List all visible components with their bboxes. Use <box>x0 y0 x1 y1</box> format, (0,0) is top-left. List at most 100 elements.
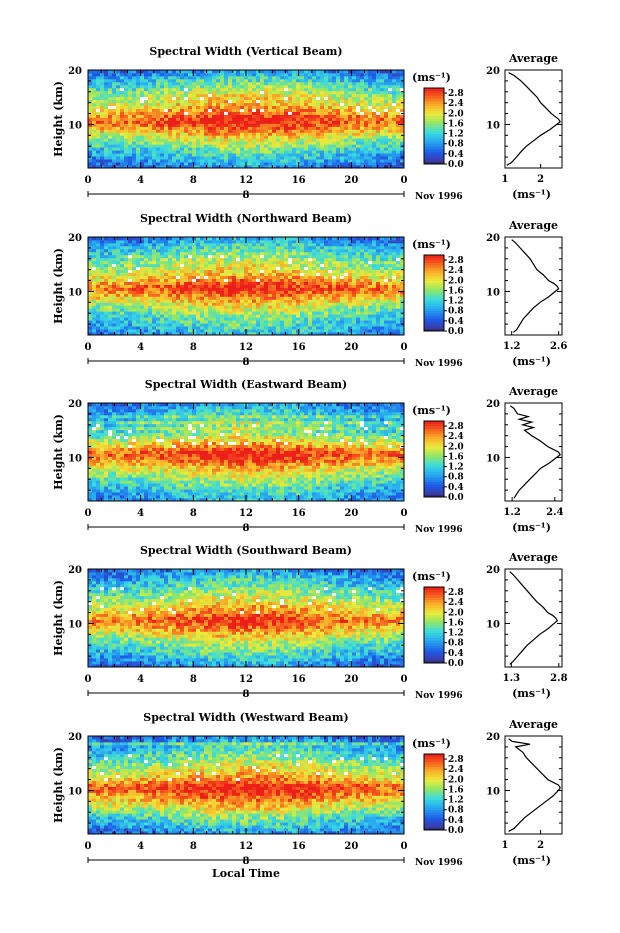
heatmap-cell <box>144 115 148 118</box>
heatmap-cell <box>220 120 224 123</box>
heatmap-cell <box>148 299 152 302</box>
heatmap-cell <box>284 118 288 121</box>
heatmap-cell <box>140 314 144 317</box>
heatmap-cell <box>316 282 320 285</box>
heatmap-cell <box>136 88 140 91</box>
heatmap-cell <box>108 115 112 118</box>
heatmap-cell <box>156 85 160 88</box>
heatmap-cell <box>232 317 236 320</box>
heatmap-cell <box>188 273 192 276</box>
heatmap-cell <box>304 317 308 320</box>
heatmap-cell <box>140 123 144 126</box>
heatmap-cell <box>108 270 112 273</box>
heatmap-cell <box>292 76 296 79</box>
heatmap-cell <box>360 123 364 126</box>
heatmap-cell <box>148 115 152 118</box>
heatmap-cell <box>168 94 172 97</box>
heatmap-cell <box>392 129 396 132</box>
heatmap-cell <box>344 285 348 288</box>
heatmap-cell <box>340 302 344 305</box>
heatmap-cell <box>200 329 204 332</box>
heatmap-cell <box>92 135 96 138</box>
heatmap-cell <box>240 290 244 293</box>
heatmap-cell <box>168 264 172 267</box>
heatmap-cell <box>276 112 280 115</box>
heatmap-cell <box>196 287 200 290</box>
heatmap-cell <box>364 138 368 141</box>
heatmap-cell <box>316 82 320 85</box>
heatmap-cell <box>332 252 336 255</box>
heatmap-cell <box>92 94 96 97</box>
heatmap-cell <box>328 290 332 293</box>
heatmap-cell <box>184 126 188 129</box>
heatmap-cell <box>176 147 180 150</box>
heatmap-cell <box>276 94 280 97</box>
heatmap-cell <box>120 138 124 141</box>
heatmap-cell <box>248 100 252 103</box>
heatmap-cell <box>156 141 160 144</box>
heatmap-cell <box>136 106 140 109</box>
heatmap-cell <box>220 314 224 317</box>
heatmap-cell <box>208 273 212 276</box>
heatmap-cell <box>352 97 356 100</box>
heatmap-cell <box>300 290 304 293</box>
heatmap-cell <box>120 144 124 147</box>
heatmap-cell <box>116 314 120 317</box>
heatmap-cell <box>168 276 172 279</box>
heatmap-cell <box>104 255 108 258</box>
heatmap-cell <box>236 79 240 82</box>
heatmap-cell <box>176 144 180 147</box>
heatmap-cell <box>104 261 108 264</box>
heatmap-cell <box>348 302 352 305</box>
heatmap-cell <box>312 317 316 320</box>
heatmap-cell <box>204 79 208 82</box>
heatmap-cell <box>156 290 160 293</box>
heatmap-cell <box>276 115 280 118</box>
heatmap-cell <box>364 112 368 115</box>
heatmap-cell <box>328 264 332 267</box>
heatmap-cell <box>356 103 360 106</box>
heatmap-cell <box>280 135 284 138</box>
heatmap-cell <box>204 94 208 97</box>
heatmap-cell <box>312 255 316 258</box>
heatmap-cell <box>240 264 244 267</box>
heatmap-cell <box>348 97 352 100</box>
heatmap-cell <box>288 290 292 293</box>
heatmap-cell <box>272 76 276 79</box>
heatmap-cell <box>136 129 140 132</box>
heatmap-cell <box>304 276 308 279</box>
heatmap-cell <box>204 255 208 258</box>
heatmap-cell <box>296 314 300 317</box>
heatmap-cell <box>392 326 396 329</box>
heatmap-cell <box>328 282 332 285</box>
heatmap-cell <box>224 144 228 147</box>
heatmap-cell <box>372 279 376 282</box>
heatmap-cell <box>328 320 332 323</box>
heatmap-cell <box>124 282 128 285</box>
heatmap-cell <box>368 82 372 85</box>
heatmap-cell <box>196 123 200 126</box>
heatmap-cell <box>244 118 248 121</box>
heatmap-cell <box>208 126 212 129</box>
heatmap-cell <box>328 112 332 115</box>
heatmap-cell <box>260 299 264 302</box>
heatmap-cell <box>228 293 232 296</box>
heatmap-cell <box>108 296 112 299</box>
heatmap-cell <box>120 264 124 267</box>
heatmap-cell <box>164 261 168 264</box>
heatmap-cell <box>304 261 308 264</box>
heatmap-cell <box>340 282 344 285</box>
heatmap-cell <box>200 317 204 320</box>
heatmap-cell <box>116 132 120 135</box>
heatmap-cell <box>128 270 132 273</box>
heatmap-cell <box>372 118 376 121</box>
heatmap-cell <box>252 258 256 261</box>
heatmap-cell <box>224 85 228 88</box>
heatmap-cell <box>332 141 336 144</box>
heatmap-cell <box>128 138 132 141</box>
heatmap-cell <box>96 329 100 332</box>
heatmap-cell <box>160 82 164 85</box>
heatmap-cell <box>296 112 300 115</box>
heatmap-cell <box>280 106 284 109</box>
heatmap-cell <box>332 120 336 123</box>
